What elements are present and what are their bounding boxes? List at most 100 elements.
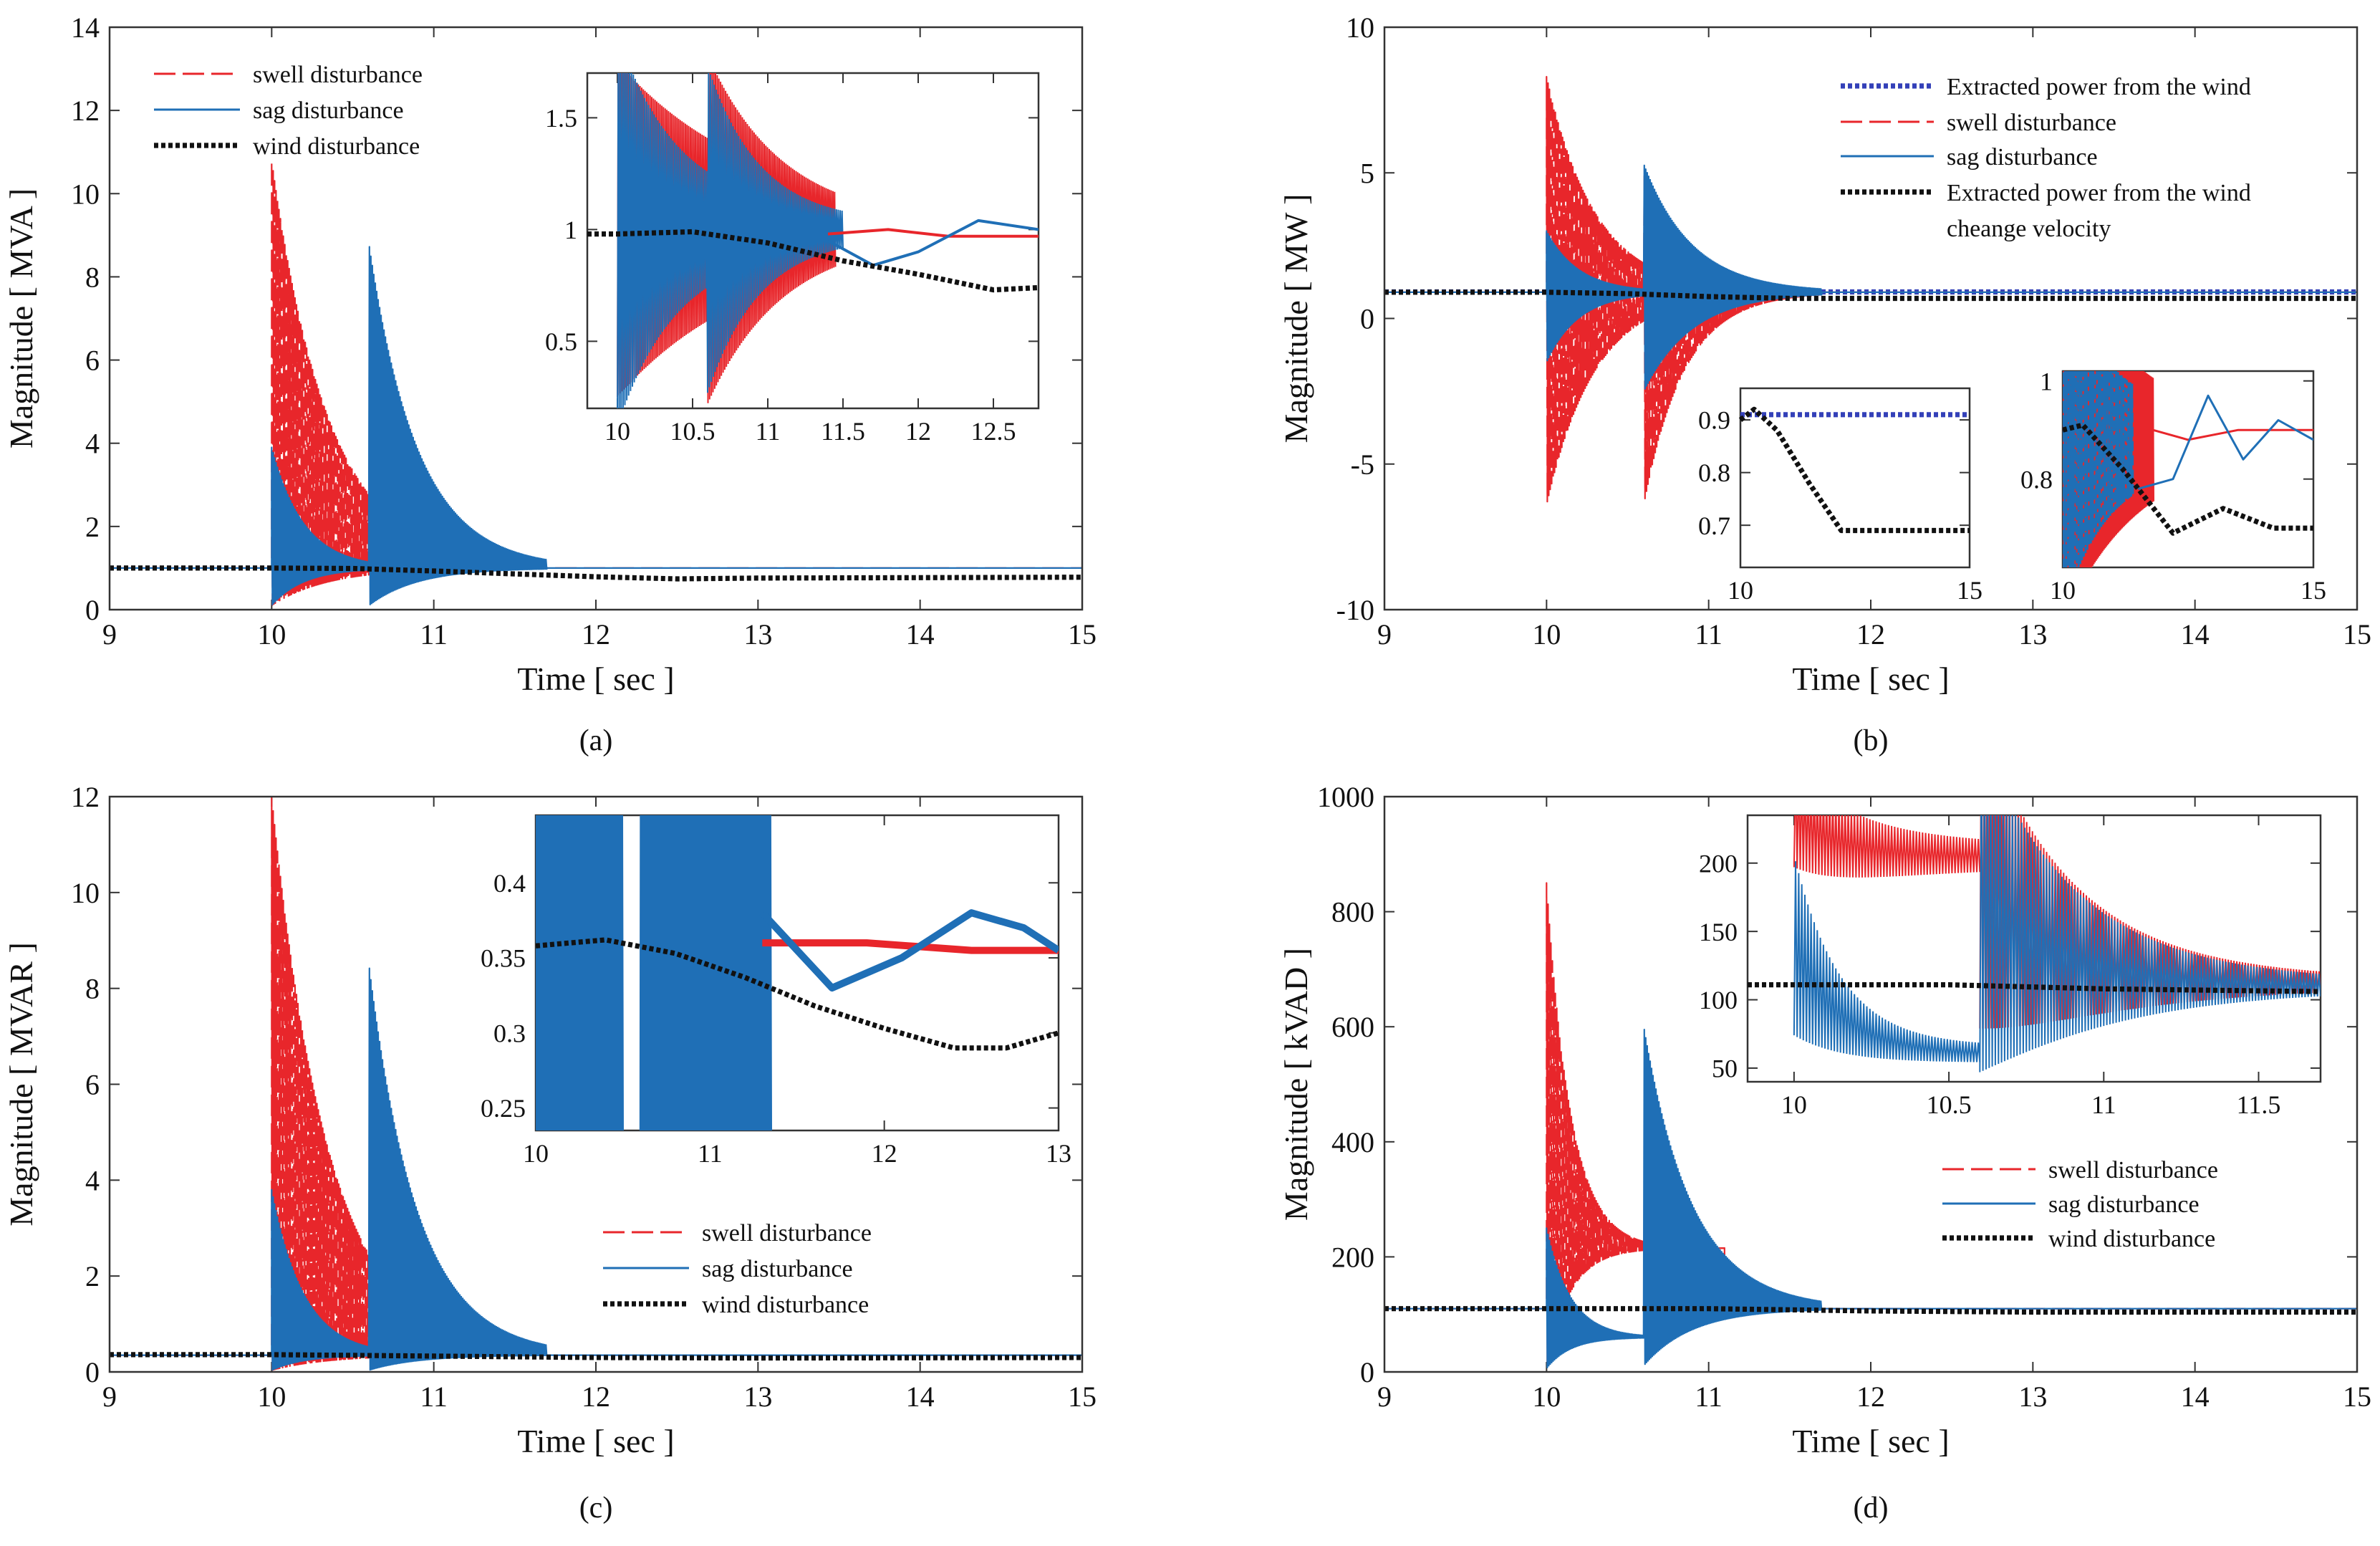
y-tick-label: 0 (85, 594, 100, 626)
inset-sag-band (617, 73, 844, 408)
inset-series (1748, 815, 2321, 1072)
inset-sag-tail (759, 909, 1059, 992)
x-tick-label: 12 (872, 1139, 897, 1168)
y-tick-label: 1 (2040, 367, 2053, 395)
inset-wind-line (1748, 982, 2321, 994)
legend-label: Extracted power from the wind (1947, 180, 2251, 206)
y-tick-label: 6 (85, 1069, 100, 1101)
x-tick-label: 10 (1728, 576, 1753, 605)
x-tick-label: 9 (102, 618, 117, 650)
y-tick-label: 0.4 (493, 869, 526, 898)
y-tick-label: 1000 (1317, 781, 1374, 813)
inset-change-velocity-line (2063, 422, 2313, 536)
x-tick-label: 10.5 (670, 417, 716, 446)
axes-frame (108, 26, 1084, 611)
x-tick-label: 11 (420, 1381, 448, 1413)
y-tick-label: 1.5 (545, 104, 577, 133)
x-tick-label: 10 (1532, 618, 1561, 650)
x-tick-label: 15 (2343, 1381, 2371, 1413)
x-tick-label: 14 (906, 618, 935, 650)
x-tick-label: 10 (257, 1381, 286, 1413)
panel-caption: (b) (1854, 724, 1889, 757)
y-tick-label: 6 (85, 345, 100, 377)
inset-sag-band (1793, 861, 1981, 1062)
y-tick-label: 0.7 (1698, 512, 1730, 540)
y-tick-label: 0 (85, 1356, 100, 1388)
x-tick-label: 11 (420, 618, 448, 650)
y-tick-label: 10 (1346, 11, 1374, 44)
y-tick-label: 10 (71, 877, 100, 909)
x-tick-label: 15 (1068, 618, 1097, 650)
series-line-dotted (1384, 289, 2357, 302)
x-tick-label: 10 (523, 1139, 549, 1168)
series-line-dotted (1384, 1306, 2357, 1315)
y-tick-label: 4 (85, 428, 100, 460)
legend-label: wind disturbance (702, 1292, 869, 1318)
inset-frame (1739, 387, 1971, 569)
x-tick-label: 13 (743, 618, 772, 650)
x-tick-label: 12 (582, 1381, 610, 1413)
y-tick-label: 400 (1331, 1126, 1374, 1158)
panel-caption: (d) (1854, 1492, 1889, 1525)
inset-sag-band-2 (639, 815, 772, 1130)
series-line-solid (1384, 164, 2357, 390)
chart-c: 9 10 11 12 13 14 15 0 2 4 6 8 10 12 Time [ sec ] Magnit… (3, 781, 1097, 1525)
y-tick-label: 0.25 (481, 1094, 526, 1123)
legend-label: sag disturbance (253, 97, 404, 124)
legend-label: sag disturbance (702, 1256, 853, 1282)
legend-label: sag disturbance (2048, 1191, 2200, 1218)
legend-label: sag disturbance (1947, 144, 2098, 171)
x-tick-label: 11 (1695, 1381, 1723, 1413)
inset-series (587, 73, 1039, 408)
series-line-dotted (110, 565, 1082, 582)
x-tick-label: 13 (2018, 1381, 2047, 1413)
series-group (1384, 882, 2357, 1368)
series-line-solid (1384, 1029, 2357, 1368)
x-tick-label: 10 (604, 417, 630, 446)
x-tick-label: 13 (743, 1381, 772, 1413)
y-tick-label: 10 (71, 178, 100, 210)
y-tick-label: 0 (1360, 303, 1374, 335)
legend-label: Extracted power from the wind (1947, 74, 2251, 100)
x-tick-label: 15 (2300, 576, 2326, 605)
x-tick-label: 11.5 (2237, 1090, 2281, 1119)
inset-wind-line (536, 937, 1059, 1051)
x-axis-label: Time [ sec ] (1792, 1423, 1949, 1459)
x-tick-label: 9 (1377, 1381, 1392, 1413)
y-axis-label: Magnitude [ MVAR ] (3, 942, 39, 1226)
y-tick-label: -5 (1351, 448, 1374, 481)
axes-frame (1383, 795, 2359, 1373)
y-tick-label: 0.3 (493, 1019, 526, 1047)
y-tick-label: 8 (85, 973, 100, 1005)
legend-label: swell disturbance (702, 1220, 872, 1247)
x-tick-label: 12 (582, 618, 610, 650)
legend-label: wind disturbance (2048, 1226, 2215, 1252)
x-tick-label: 13 (2018, 618, 2047, 650)
inset-swell-tail (2152, 428, 2313, 441)
y-tick-label: 150 (1699, 918, 1738, 946)
legend-label-continued: cheange velocity (1947, 216, 2111, 242)
y-tick-label: 2 (85, 1260, 100, 1292)
inset-a: 10 10.5 11 11.5 12 12.50.511.5 (545, 72, 1040, 446)
y-tick-label: 8 (85, 261, 100, 293)
inset-b-right: 10 15 0.8 1 (2020, 367, 2326, 605)
inset-swell-band (1793, 815, 1981, 878)
y-tick-label: 800 (1331, 896, 1374, 928)
y-tick-label: 0 (1360, 1356, 1374, 1388)
y-tick-label: 200 (1331, 1241, 1374, 1273)
inset-series (536, 815, 1059, 1130)
inset-series (2063, 371, 2313, 567)
y-tick-label: 0.5 (545, 327, 577, 356)
x-tick-label: 15 (1068, 1381, 1097, 1413)
x-tick-label: 14 (906, 1381, 935, 1413)
inset-sag-tail (2137, 394, 2313, 490)
x-tick-label: 12 (1856, 618, 1885, 650)
panel-caption: (c) (579, 1492, 613, 1525)
x-tick-label: 10 (2050, 576, 2076, 605)
inset-sag-band-2 (1979, 815, 2321, 1072)
y-tick-label: 14 (71, 11, 100, 44)
x-tick-label: 10 (257, 618, 286, 650)
x-tick-label: 15 (2343, 618, 2371, 650)
x-tick-label: 12.5 (971, 417, 1016, 446)
inset-b-left: 10 15 0.7 0.8 0.9 (1698, 387, 1982, 605)
